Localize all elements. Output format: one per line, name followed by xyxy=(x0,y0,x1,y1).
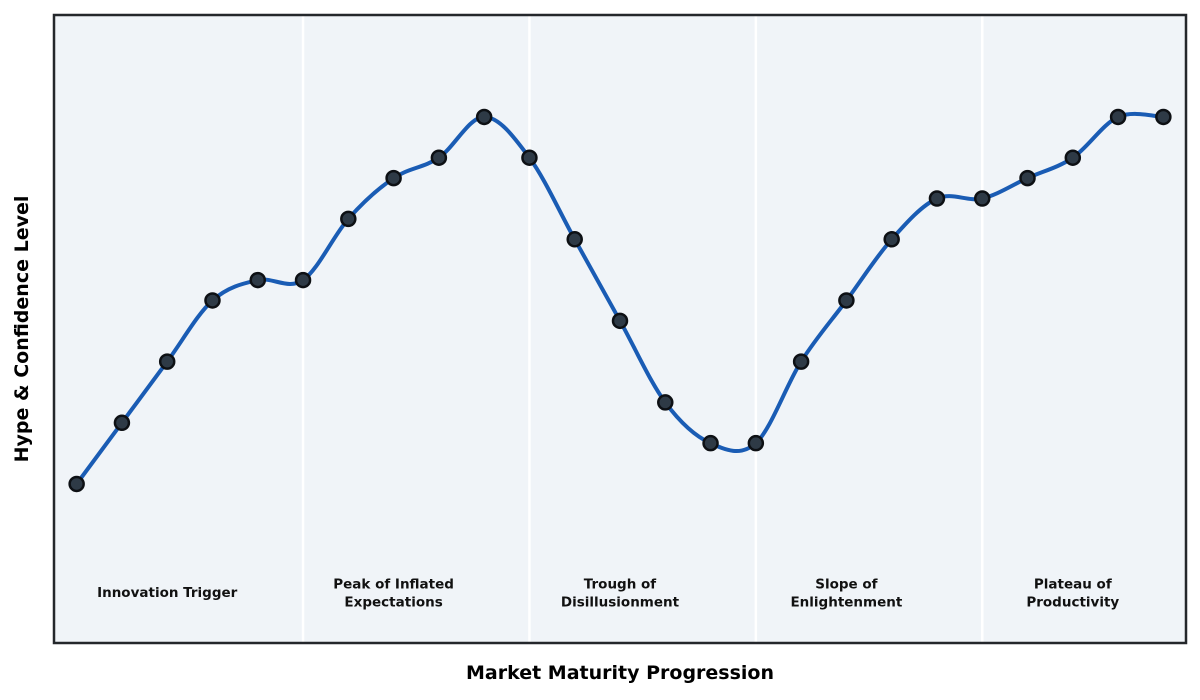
data-point xyxy=(113,414,131,432)
data-point xyxy=(747,434,765,452)
data-point-markers xyxy=(68,108,1172,493)
data-point xyxy=(68,475,85,493)
data-point xyxy=(657,394,674,411)
data-point xyxy=(521,149,538,166)
data-point xyxy=(204,292,221,309)
data-point xyxy=(475,108,493,126)
phase-dividers xyxy=(301,15,984,643)
x-axis-title: Market Maturity Progression xyxy=(465,662,775,684)
data-point xyxy=(1064,149,1082,166)
phase-label-peak-of-inflated-expectations: Peak of Inflated Expectations xyxy=(333,576,454,611)
data-point xyxy=(928,190,946,207)
data-point xyxy=(702,434,719,452)
data-point xyxy=(294,271,312,289)
phase-label-trough-of-disillusionment: Trough of Disillusionment xyxy=(560,576,680,611)
data-point xyxy=(1109,108,1127,126)
data-point xyxy=(883,231,900,248)
data-point xyxy=(1019,169,1036,187)
phase-label-plateau-of-productivity: Plateau of Productivity xyxy=(1026,576,1120,611)
data-point xyxy=(249,271,267,289)
y-axis-title: Hype & Confidence Level xyxy=(11,195,33,463)
phase-label-slope-of-enlightenment: Slope of Enlightenment xyxy=(790,576,903,611)
data-point xyxy=(973,190,991,207)
data-point xyxy=(792,353,810,370)
data-point xyxy=(566,231,583,248)
data-point xyxy=(838,292,855,309)
data-point xyxy=(430,149,448,166)
data-point xyxy=(611,312,629,330)
data-point xyxy=(158,353,176,370)
plot-border xyxy=(52,13,1188,645)
data-point xyxy=(1155,108,1172,126)
phase-label-innovation-trigger: Innovation Trigger xyxy=(97,585,238,602)
data-point xyxy=(385,169,402,187)
data-point xyxy=(340,210,357,228)
